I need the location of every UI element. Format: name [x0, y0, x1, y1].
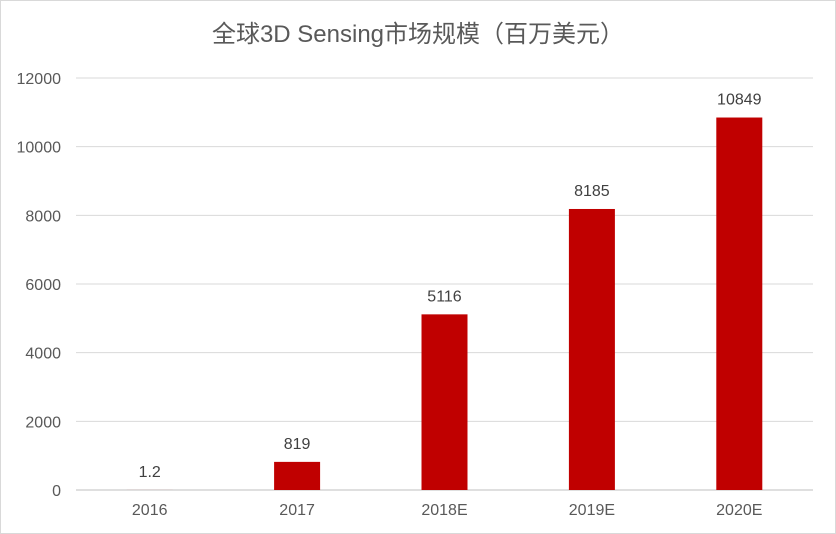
- bar: [568, 208, 615, 490]
- y-tick-label: 6000: [25, 277, 61, 294]
- bar: [421, 314, 468, 490]
- x-tick-label: 2017: [279, 502, 315, 519]
- y-tick-label: 2000: [25, 414, 61, 431]
- data-label: 10849: [717, 92, 762, 109]
- y-tick-label: 4000: [25, 346, 61, 363]
- x-tick-label: 2019E: [569, 502, 615, 519]
- data-label: 819: [284, 436, 311, 453]
- x-tick-label: 2020E: [716, 502, 762, 519]
- x-tick-label: 2018E: [421, 502, 467, 519]
- y-tick-label: 12000: [17, 71, 62, 88]
- data-label: 8185: [574, 183, 610, 200]
- y-tick-label: 8000: [25, 208, 61, 225]
- y-tick-label: 0: [52, 483, 61, 500]
- chart-title: 全球3D Sensing市场规模（百万美元）: [211, 21, 625, 48]
- data-label: 5116: [427, 288, 462, 305]
- x-tick-label: 2016: [132, 502, 168, 519]
- y-tick-label: 10000: [17, 140, 62, 157]
- data-label: 1.2: [139, 464, 161, 481]
- bar: [716, 117, 763, 490]
- bar: [274, 461, 321, 490]
